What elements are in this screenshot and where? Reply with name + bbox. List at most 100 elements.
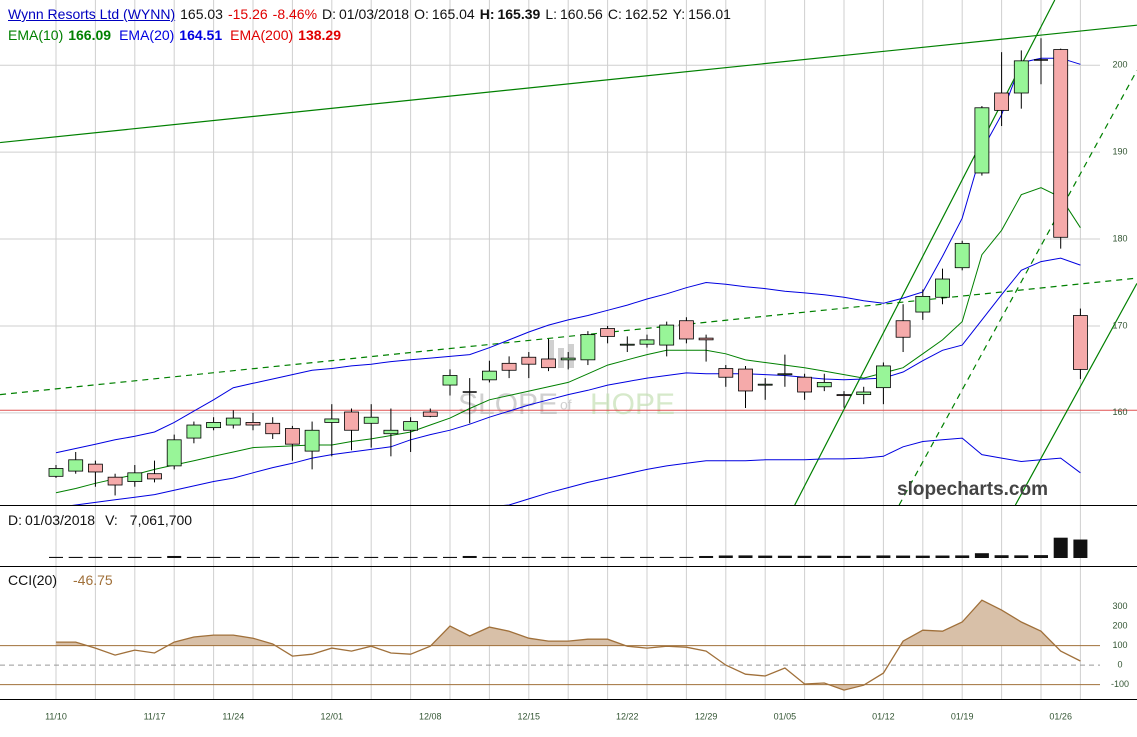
candle-body <box>560 357 576 361</box>
candle-body <box>383 429 399 435</box>
legend-value: 138.29 <box>298 27 341 43</box>
volume-bar <box>305 556 320 558</box>
candle-body <box>344 411 359 431</box>
field-label: O: <box>414 6 429 22</box>
candle-body <box>422 411 438 417</box>
x-tick-label: 01/12 <box>872 711 895 721</box>
volume-bar <box>955 555 970 558</box>
candle-body <box>876 365 891 389</box>
volume-bar <box>482 556 497 558</box>
symbol-name[interactable]: Wynn Resorts Ltd (WYNN) <box>8 6 176 22</box>
volume-bar <box>1073 539 1088 558</box>
volume-bar <box>738 555 753 558</box>
volume-bar <box>108 556 123 558</box>
volume-bar <box>817 555 832 558</box>
volume-bar <box>462 555 477 558</box>
candle-body <box>88 463 103 473</box>
candle-body <box>521 356 537 365</box>
x-tick-label: 01/05 <box>774 711 797 721</box>
volume-label: D: 01/03/2018 V: 7,061,700 <box>8 512 197 528</box>
field-label: V: <box>105 512 118 528</box>
legend-name: EMA(20) <box>119 27 175 43</box>
legend-value: 166.09 <box>68 27 112 43</box>
y-tick-label: 190 <box>1112 146 1127 156</box>
volume-bar <box>383 556 398 558</box>
cci-tick-label: 0 <box>1117 659 1122 669</box>
candle-body <box>856 391 872 396</box>
site-label: slopecharts.com <box>897 479 1048 500</box>
candle-body <box>1053 49 1069 238</box>
logo-bar <box>548 340 554 368</box>
high: 165.39 <box>497 6 541 22</box>
candle-body <box>304 429 320 452</box>
volume-bar <box>265 556 280 558</box>
candle-body <box>974 107 990 174</box>
x-tick-label: 12/22 <box>616 711 639 721</box>
trendline <box>898 70 1137 505</box>
candle-body <box>816 382 832 388</box>
candle-body <box>797 376 812 393</box>
cci-name: CCI(20) <box>8 572 58 588</box>
candle-body <box>363 416 379 424</box>
field-label: L: <box>545 6 557 22</box>
candle-body <box>994 92 1009 111</box>
volume-bar <box>620 556 635 558</box>
last-price: 165.03 <box>180 6 223 22</box>
volume-bar <box>167 555 182 558</box>
volume-bar <box>68 556 83 558</box>
volume-bar <box>1053 537 1068 558</box>
volume-bar <box>699 555 714 558</box>
x-tick-label: 01/19 <box>951 711 974 721</box>
volume-bar <box>896 555 911 558</box>
volume-bar <box>659 556 674 558</box>
candle-body <box>245 422 261 426</box>
candle-body <box>265 422 281 435</box>
x-tick-label: 11/10 <box>45 711 67 721</box>
legend-value: 164.51 <box>179 27 223 43</box>
candle-body <box>738 368 753 392</box>
candle-body <box>718 368 734 378</box>
candle-body <box>166 439 182 467</box>
candle-body <box>679 320 694 340</box>
candle-body <box>324 418 340 423</box>
field-label: C: <box>607 6 622 22</box>
band-line <box>55 57 1081 454</box>
low: 160.56 <box>560 6 603 22</box>
candle-body <box>68 459 84 472</box>
volume-bar <box>600 556 615 558</box>
trendline <box>794 0 1056 505</box>
field-label: H: <box>479 6 495 22</box>
candle-body <box>954 242 970 269</box>
candle-body <box>481 370 497 381</box>
y-tick-label: 160 <box>1112 407 1127 417</box>
close: 162.52 <box>624 6 668 22</box>
candle-body <box>600 328 615 337</box>
volume-bar <box>1034 555 1048 558</box>
field-label: Y: <box>672 6 686 22</box>
candle-body <box>580 334 596 361</box>
candle-body <box>186 424 202 439</box>
candle-body <box>1013 60 1029 94</box>
volume-bar <box>837 555 851 558</box>
volume-bar <box>226 556 241 558</box>
volume-bar <box>541 556 556 558</box>
candle-body <box>1073 315 1088 370</box>
volume-bar <box>285 556 300 558</box>
candle-body <box>659 324 675 346</box>
volume-bar <box>364 556 379 558</box>
cci-label: CCI(20) -46.75 <box>8 572 118 588</box>
cci-tick-label: 300 <box>1112 601 1127 611</box>
legend-name: EMA(200) <box>230 27 294 43</box>
watermark: SLOPE <box>458 388 558 421</box>
volume-bar <box>206 556 221 558</box>
volume-bar <box>344 556 359 558</box>
volume-bar <box>186 556 201 558</box>
volume-bar <box>88 556 103 558</box>
field-label: D: <box>322 6 337 22</box>
volume-bar <box>994 555 1009 558</box>
volume-bar <box>147 556 162 558</box>
volume-bar <box>679 556 694 558</box>
x-tick-label: 12/01 <box>321 711 344 721</box>
y-tick-label: 170 <box>1112 320 1127 330</box>
volume-bar <box>49 556 63 558</box>
